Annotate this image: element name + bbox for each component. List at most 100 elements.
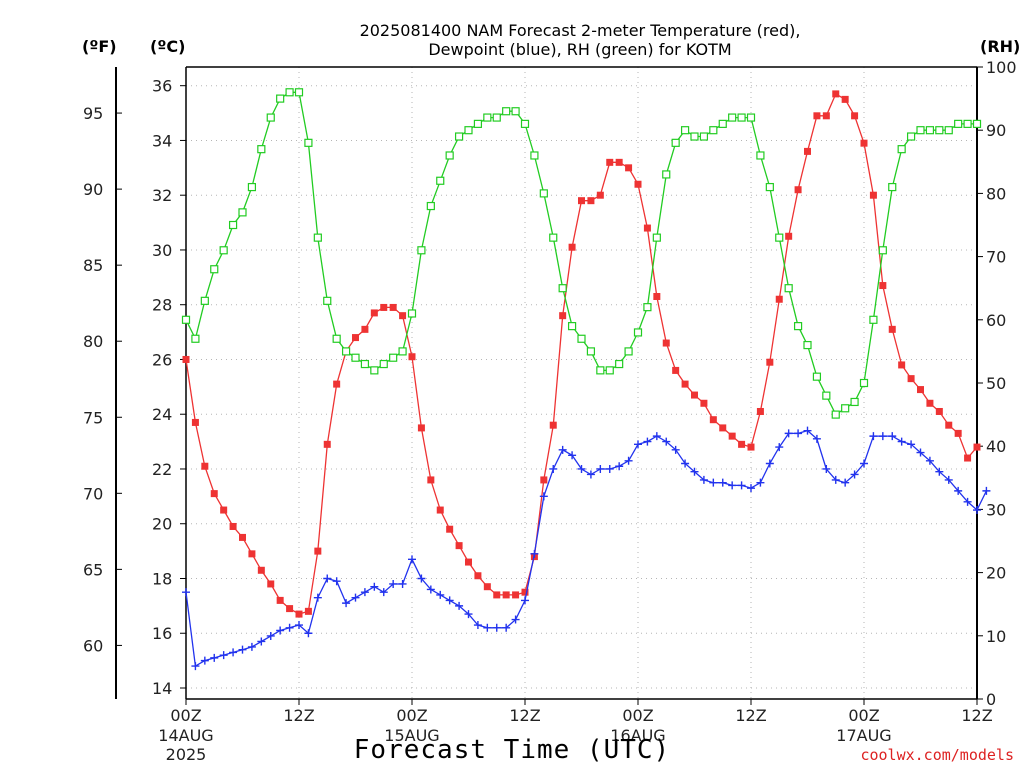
temperature-point [549, 421, 557, 429]
rh-point [445, 151, 454, 160]
rh-point [379, 359, 388, 369]
dewpoint-point [455, 601, 464, 610]
temperature-point [229, 522, 237, 530]
dewpoint-point [436, 590, 445, 599]
dewpoint-point [379, 588, 388, 597]
temperature-point [210, 490, 218, 498]
rh-point [577, 334, 586, 343]
dewpoint-point [690, 467, 699, 476]
temperature-point [568, 243, 576, 251]
dewpoint-point [389, 579, 398, 588]
rh-point [257, 145, 266, 154]
temperature-point [512, 591, 520, 599]
temperature-point [615, 158, 623, 166]
dewpoint-point [182, 588, 190, 597]
dewpoint-point [511, 615, 520, 624]
dewpoint-point [812, 434, 821, 443]
temperature-point [841, 95, 849, 103]
temperature-point [606, 158, 614, 166]
dewpoint-point [634, 440, 642, 449]
dewpoint-point [295, 621, 303, 630]
dewpoint-point [200, 656, 209, 665]
dewpoint-point [417, 574, 426, 583]
rh-point [972, 119, 982, 128]
temperature-point [822, 112, 830, 120]
rh-point [888, 182, 897, 192]
dewpoint-point [191, 662, 200, 671]
dewpoint-point [351, 593, 360, 602]
temperature-point [314, 547, 322, 555]
dewpoint-point [662, 437, 671, 446]
temperature-point [832, 90, 840, 98]
dewpoint-point [304, 629, 313, 638]
fahrenheit-tick-label: 80 [83, 332, 103, 351]
temperature-point [879, 282, 887, 290]
rh-point [822, 391, 831, 400]
temperature-point [954, 429, 962, 437]
celsius-tick-label: 28 [152, 296, 172, 315]
temperature-point [248, 550, 256, 558]
temperature-point [220, 506, 228, 514]
dewpoint-point [794, 429, 803, 438]
rh-point [954, 119, 963, 128]
x-tick-label: 12Z [961, 706, 992, 725]
x-tick-label: 00Z [396, 706, 427, 725]
dewpoint-point [247, 642, 256, 651]
temperature-line [185, 92, 978, 615]
temperature-point [917, 386, 924, 394]
rh-point [219, 246, 228, 255]
rh-point [897, 145, 906, 154]
dewpoint-point [973, 506, 981, 515]
temperature-point [323, 440, 331, 448]
dewpoint-point [530, 549, 539, 558]
temperature-point [286, 605, 294, 613]
rh-tick-label: 60 [986, 311, 1006, 330]
rh-point [690, 132, 699, 141]
rh-point [756, 151, 765, 160]
temperature-point [474, 572, 482, 580]
temperature-point [643, 224, 651, 232]
rh-point [370, 366, 379, 375]
rh-point [181, 315, 191, 324]
rh-point [351, 353, 360, 362]
temperature-point [945, 421, 953, 429]
temperature-point [399, 312, 407, 320]
dewpoint-point [342, 599, 351, 608]
temperature-point [935, 407, 943, 415]
rh-point [728, 113, 737, 122]
axes-layer: 14 16 18 20 22 24 26 28 30 32 34 36 60 65 70 75 80 85 90 95… [83, 58, 1017, 764]
temperature-point [813, 112, 821, 120]
temperature-point [973, 443, 981, 451]
rh-point [511, 107, 520, 116]
fahrenheit-tick-label: 70 [83, 484, 103, 503]
dewpoint-point [313, 593, 322, 602]
dewpoint-point [539, 492, 548, 501]
rh-point [803, 340, 812, 350]
temperature-point [860, 139, 868, 147]
rh-tick-label: 40 [986, 437, 1006, 456]
dewpoint-point [492, 623, 501, 632]
rh-tick-label: 30 [986, 500, 1006, 519]
dewpoint-point [944, 475, 953, 484]
rh-point [765, 182, 774, 192]
dewpoint-point [878, 432, 887, 441]
temperature-point [804, 147, 811, 155]
rh-point [247, 182, 257, 192]
rh-point [304, 138, 313, 147]
rh-point [200, 296, 209, 305]
temperature-point [455, 542, 463, 550]
rh-point [341, 347, 351, 356]
dewpoint-point [850, 470, 859, 479]
rh-point [454, 132, 464, 141]
temperature-point [728, 432, 736, 440]
rh-point [793, 322, 803, 331]
dewpoint-point [605, 464, 614, 473]
rh-point [831, 410, 840, 419]
temperature-point [389, 303, 397, 311]
dewpoint-point [624, 456, 633, 465]
rh-point [483, 113, 492, 122]
dewpoint-point [558, 445, 567, 454]
dewpoint-point [737, 481, 746, 490]
dewpoint-point [709, 478, 718, 487]
